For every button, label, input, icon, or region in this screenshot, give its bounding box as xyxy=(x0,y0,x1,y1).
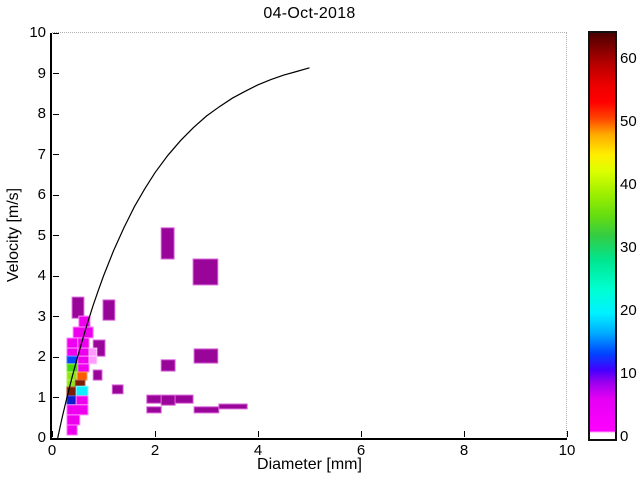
y-tick-label: 2 xyxy=(37,348,46,365)
y-tick-label: 7 xyxy=(37,145,46,163)
heatmap-cell xyxy=(75,385,89,397)
colorbar-tick-label: 0 xyxy=(620,428,629,445)
y-tick-label: 1 xyxy=(37,388,46,406)
colorbar xyxy=(588,31,617,441)
y-tick-mark xyxy=(53,275,59,277)
colorbar-tick-label: 40 xyxy=(620,176,637,194)
heatmap-cell xyxy=(193,348,219,364)
y-tick-label: 9 xyxy=(37,64,46,82)
y-tick-mark xyxy=(53,437,59,439)
y-tick-label: 6 xyxy=(37,186,46,203)
x-tick-label: 8 xyxy=(459,442,469,459)
heatmap-cell xyxy=(66,424,78,436)
y-tick-label: 10 xyxy=(29,24,46,41)
heatmap-cell xyxy=(160,227,175,260)
y-tick-label: 5 xyxy=(37,226,46,244)
heatmap-cell xyxy=(160,394,176,406)
y-axis-line xyxy=(50,33,52,440)
y-tick-mark xyxy=(53,235,59,236)
y-tick-mark xyxy=(53,194,59,196)
heatmap-cell xyxy=(92,369,103,381)
plot-top-border xyxy=(52,32,567,33)
heatmap-cell xyxy=(111,384,124,395)
heatmap-cell xyxy=(66,363,79,373)
heatmap-cell xyxy=(218,403,248,410)
y-axis-label: Velocity [m/s] xyxy=(5,187,22,283)
heatmap-cell xyxy=(66,414,81,426)
plot-title: 04-Oct-2018 xyxy=(263,5,356,22)
x-tick-label: 10 xyxy=(558,442,576,459)
x-tick-mark xyxy=(463,431,465,437)
y-tick-label: 4 xyxy=(37,267,46,284)
y-tick-label: 0 xyxy=(37,429,46,446)
heatmap-cell xyxy=(77,337,90,349)
colorbar-tick-label: 60 xyxy=(620,50,637,68)
heatmap-cell xyxy=(66,395,77,406)
x-tick-mark xyxy=(257,431,259,437)
colorbar-tick-label: 50 xyxy=(620,113,637,131)
heatmap-cell xyxy=(66,347,79,357)
heatmap-cell xyxy=(77,363,90,373)
plot-area xyxy=(57,67,310,438)
heatmap-cell xyxy=(66,404,89,416)
x-tick-mark xyxy=(51,431,53,437)
y-tick-mark xyxy=(53,154,59,155)
x-axis-label: Diameter [mm] xyxy=(257,456,362,473)
x-tick-mark xyxy=(360,431,362,437)
x-tick-label: 6 xyxy=(356,442,366,459)
y-tick-label: 3 xyxy=(37,307,46,325)
heatmap-cell xyxy=(88,355,98,365)
heatmap-cell xyxy=(77,355,90,365)
terminal-velocity-curve xyxy=(57,67,310,438)
y-tick-mark xyxy=(53,32,59,34)
heatmap-cell xyxy=(174,394,194,404)
y-tick-mark xyxy=(53,356,59,358)
heatmap-cell xyxy=(193,406,220,414)
heatmap-cell xyxy=(71,296,85,319)
colorbar-tick-label: 30 xyxy=(620,239,637,257)
heatmap-cell xyxy=(76,371,88,381)
plot-right-border xyxy=(566,33,567,438)
heatmap-cell xyxy=(146,394,162,404)
y-tick-mark xyxy=(53,397,59,398)
heatmap-cell xyxy=(66,337,79,349)
y-tick-label: 8 xyxy=(37,105,46,122)
heatmap-cell xyxy=(146,406,162,414)
heatmap-cell xyxy=(102,299,116,321)
y-tick-mark xyxy=(53,113,59,115)
heatmap-cell xyxy=(160,359,176,372)
x-axis-line xyxy=(50,438,567,440)
x-tick-mark xyxy=(566,431,568,437)
x-tick-label: 2 xyxy=(150,442,160,459)
x-tick-mark xyxy=(154,431,156,437)
y-tick-mark xyxy=(53,316,59,317)
heatmap-cell xyxy=(88,347,98,357)
x-tick-label: 4 xyxy=(253,442,263,459)
heatmap-cell xyxy=(192,258,219,286)
colorbar-tick-label: 10 xyxy=(620,365,637,383)
y-tick-mark xyxy=(53,73,59,74)
x-tick-label: 0 xyxy=(47,442,57,459)
heatmap-cell xyxy=(75,395,89,406)
colorbar-tick-label: 20 xyxy=(620,302,637,320)
